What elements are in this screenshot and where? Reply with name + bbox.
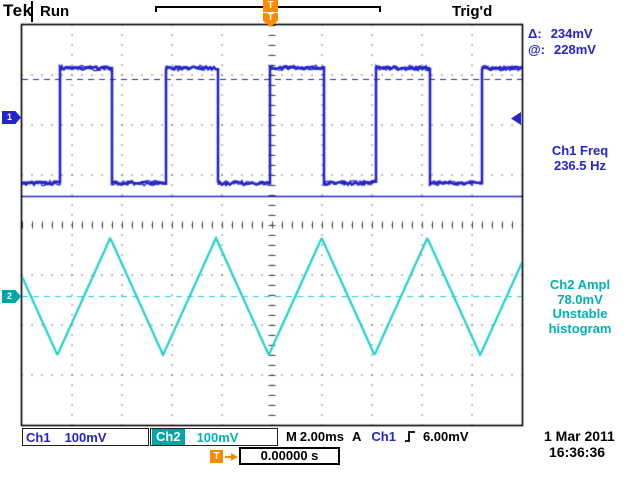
time-readout: 16:36:36 — [549, 444, 606, 460]
timebase-readout: M 2.00ms — [286, 429, 344, 444]
ch1-meas-value: 236.5 Hz — [553, 157, 607, 173]
trigger-status: Trig'd — [452, 3, 493, 20]
ch2-scale-value: 100mV — [196, 429, 239, 445]
timebase-value: 2.00ms — [299, 429, 344, 444]
delta-label: Δ: — [528, 26, 542, 41]
ch2-meas-value: 78.0mV — [557, 291, 603, 307]
ch1-position-marker[interactable]: 1 — [2, 111, 21, 124]
cursor-at-readout: @: 228mV — [528, 42, 638, 57]
rising-edge-icon — [404, 430, 417, 443]
tek-logo: Tek — [3, 1, 33, 20]
trigger-mode-label: A — [352, 429, 362, 444]
trigger-source: Ch1 — [371, 429, 396, 444]
delay-trigger-t-icon: T — [210, 450, 223, 463]
acquisition-status: Run — [40, 3, 70, 20]
ch2-meas-title: Ch2 Ampl — [549, 277, 611, 292]
separator-line — [31, 1, 33, 22]
ch1-label: Ch1 — [26, 429, 51, 445]
trigger-level-arrow-icon[interactable] — [511, 112, 521, 125]
horizontal-delay-readout: 0.00000 s — [239, 447, 340, 465]
trigger-readout: A Ch1 6.00mV — [352, 429, 469, 444]
ch1-frequency-measurement: Ch1 Freq 236.5 Hz — [524, 143, 636, 173]
arrow-right-icon — [225, 452, 239, 462]
ch1-scale-readout: Ch1 100mV — [22, 428, 149, 446]
cursor-delta-readout: Δ: 234mV — [528, 26, 638, 41]
timebase-label: M — [286, 429, 297, 444]
at-label: @: — [528, 42, 546, 57]
date-readout: 1 Mar 2011 — [544, 428, 615, 444]
at-value: 228mV — [554, 42, 596, 57]
ch2-position-marker[interactable]: 2 — [2, 290, 21, 303]
ch1-meas-title: Ch1 Freq — [551, 143, 609, 158]
ch1-scale-value: 100mV — [64, 429, 107, 445]
ch2-amplitude-measurement: Ch2 Ampl 78.0mV Unstable histogram — [524, 277, 636, 336]
ch2-meas-note-2: histogram — [548, 320, 612, 336]
trigger-level-value: 6.00mV — [422, 429, 469, 444]
trigger-t-arrow-icon: T — [263, 13, 278, 27]
ch2-meas-note-1: Unstable — [552, 306, 608, 321]
ch2-scale-readout: Ch2 100mV — [150, 428, 278, 446]
trigger-t-flag: T — [263, 0, 278, 12]
delta-value: 234mV — [550, 26, 593, 41]
ch2-label: Ch2 — [152, 429, 185, 445]
